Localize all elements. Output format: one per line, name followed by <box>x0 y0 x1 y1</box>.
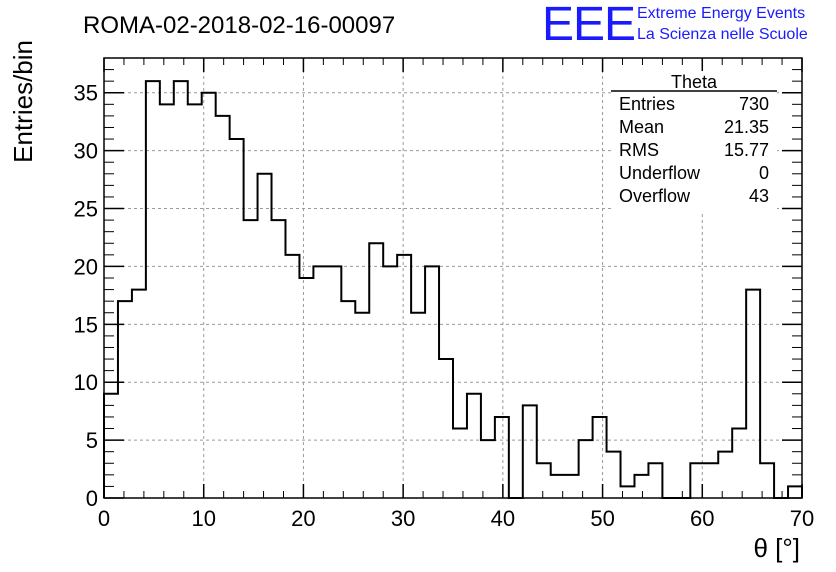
eee-logo: EEE Extreme Energy Events La Scienza nel… <box>542 0 808 51</box>
y-tick-label: 5 <box>86 428 98 453</box>
y-tick-label: 20 <box>74 254 98 279</box>
x-tick-label: 60 <box>690 506 714 531</box>
stats-row-value: 43 <box>749 186 769 206</box>
stats-row-label: Entries <box>619 94 675 114</box>
x-tick-label: 20 <box>291 506 315 531</box>
x-tick-label: 0 <box>98 506 110 531</box>
stats-box: Theta Entries 730 Mean 21.35 RMS 15.77 Underfl… <box>611 71 777 211</box>
stats-box-background <box>611 71 777 211</box>
y-tick-labels: 0 5 10 15 20 25 30 35 <box>74 81 98 511</box>
axis-ticks <box>103 57 803 499</box>
x-tick-label: 30 <box>391 506 415 531</box>
x-axis-title: θ [°] <box>753 533 800 563</box>
stats-row-label: Overflow <box>619 186 691 206</box>
x-tick-label: 10 <box>191 506 215 531</box>
stats-row-label: Underflow <box>619 163 701 183</box>
y-tick-label: 35 <box>74 81 98 106</box>
y-tick-label: 0 <box>86 486 98 511</box>
eee-logo-mark: EEE <box>542 0 635 51</box>
stats-row-label: Mean <box>619 117 664 137</box>
stats-row-value: 730 <box>739 94 769 114</box>
stats-row-value: 0 <box>759 163 769 183</box>
x-tick-label: 50 <box>590 506 614 531</box>
y-tick-label: 15 <box>74 312 98 337</box>
chart-title: ROMA-02-2018-02-16-00097 <box>83 12 395 39</box>
stats-row-label: RMS <box>619 140 659 160</box>
x-tick-labels: 0 10 20 30 40 50 60 70 <box>98 506 814 531</box>
y-tick-label: 25 <box>74 197 98 222</box>
y-tick-label: 30 <box>74 139 98 164</box>
y-axis-title: Entries/bin <box>8 40 38 163</box>
stats-row-value: 15.77 <box>724 140 769 160</box>
logo-line-1: Extreme Energy Events <box>637 5 805 22</box>
y-tick-label: 10 <box>74 370 98 395</box>
stats-title: Theta <box>671 72 718 92</box>
x-tick-label: 70 <box>790 506 814 531</box>
stats-row-value: 21.35 <box>724 117 769 137</box>
logo-line-2: La Scienza nelle Scuole <box>637 26 808 43</box>
x-tick-label: 40 <box>491 506 515 531</box>
